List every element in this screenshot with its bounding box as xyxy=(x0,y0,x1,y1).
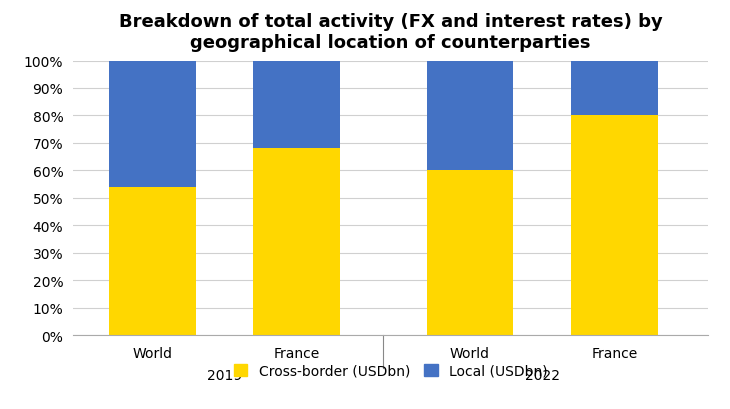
Text: 2022: 2022 xyxy=(525,368,560,382)
Bar xyxy=(426,171,513,335)
Bar xyxy=(109,187,196,335)
Bar xyxy=(253,149,340,335)
Bar xyxy=(253,61,340,149)
Bar xyxy=(571,61,658,116)
Bar xyxy=(571,116,658,335)
Bar xyxy=(426,61,513,171)
Legend: Cross-border (USDbn), Local (USDbn): Cross-border (USDbn), Local (USDbn) xyxy=(228,358,553,383)
Text: 2019: 2019 xyxy=(207,368,242,382)
Title: Breakdown of total activity (FX and interest rates) by
geographical location of : Breakdown of total activity (FX and inte… xyxy=(119,13,662,52)
Bar xyxy=(109,61,196,187)
